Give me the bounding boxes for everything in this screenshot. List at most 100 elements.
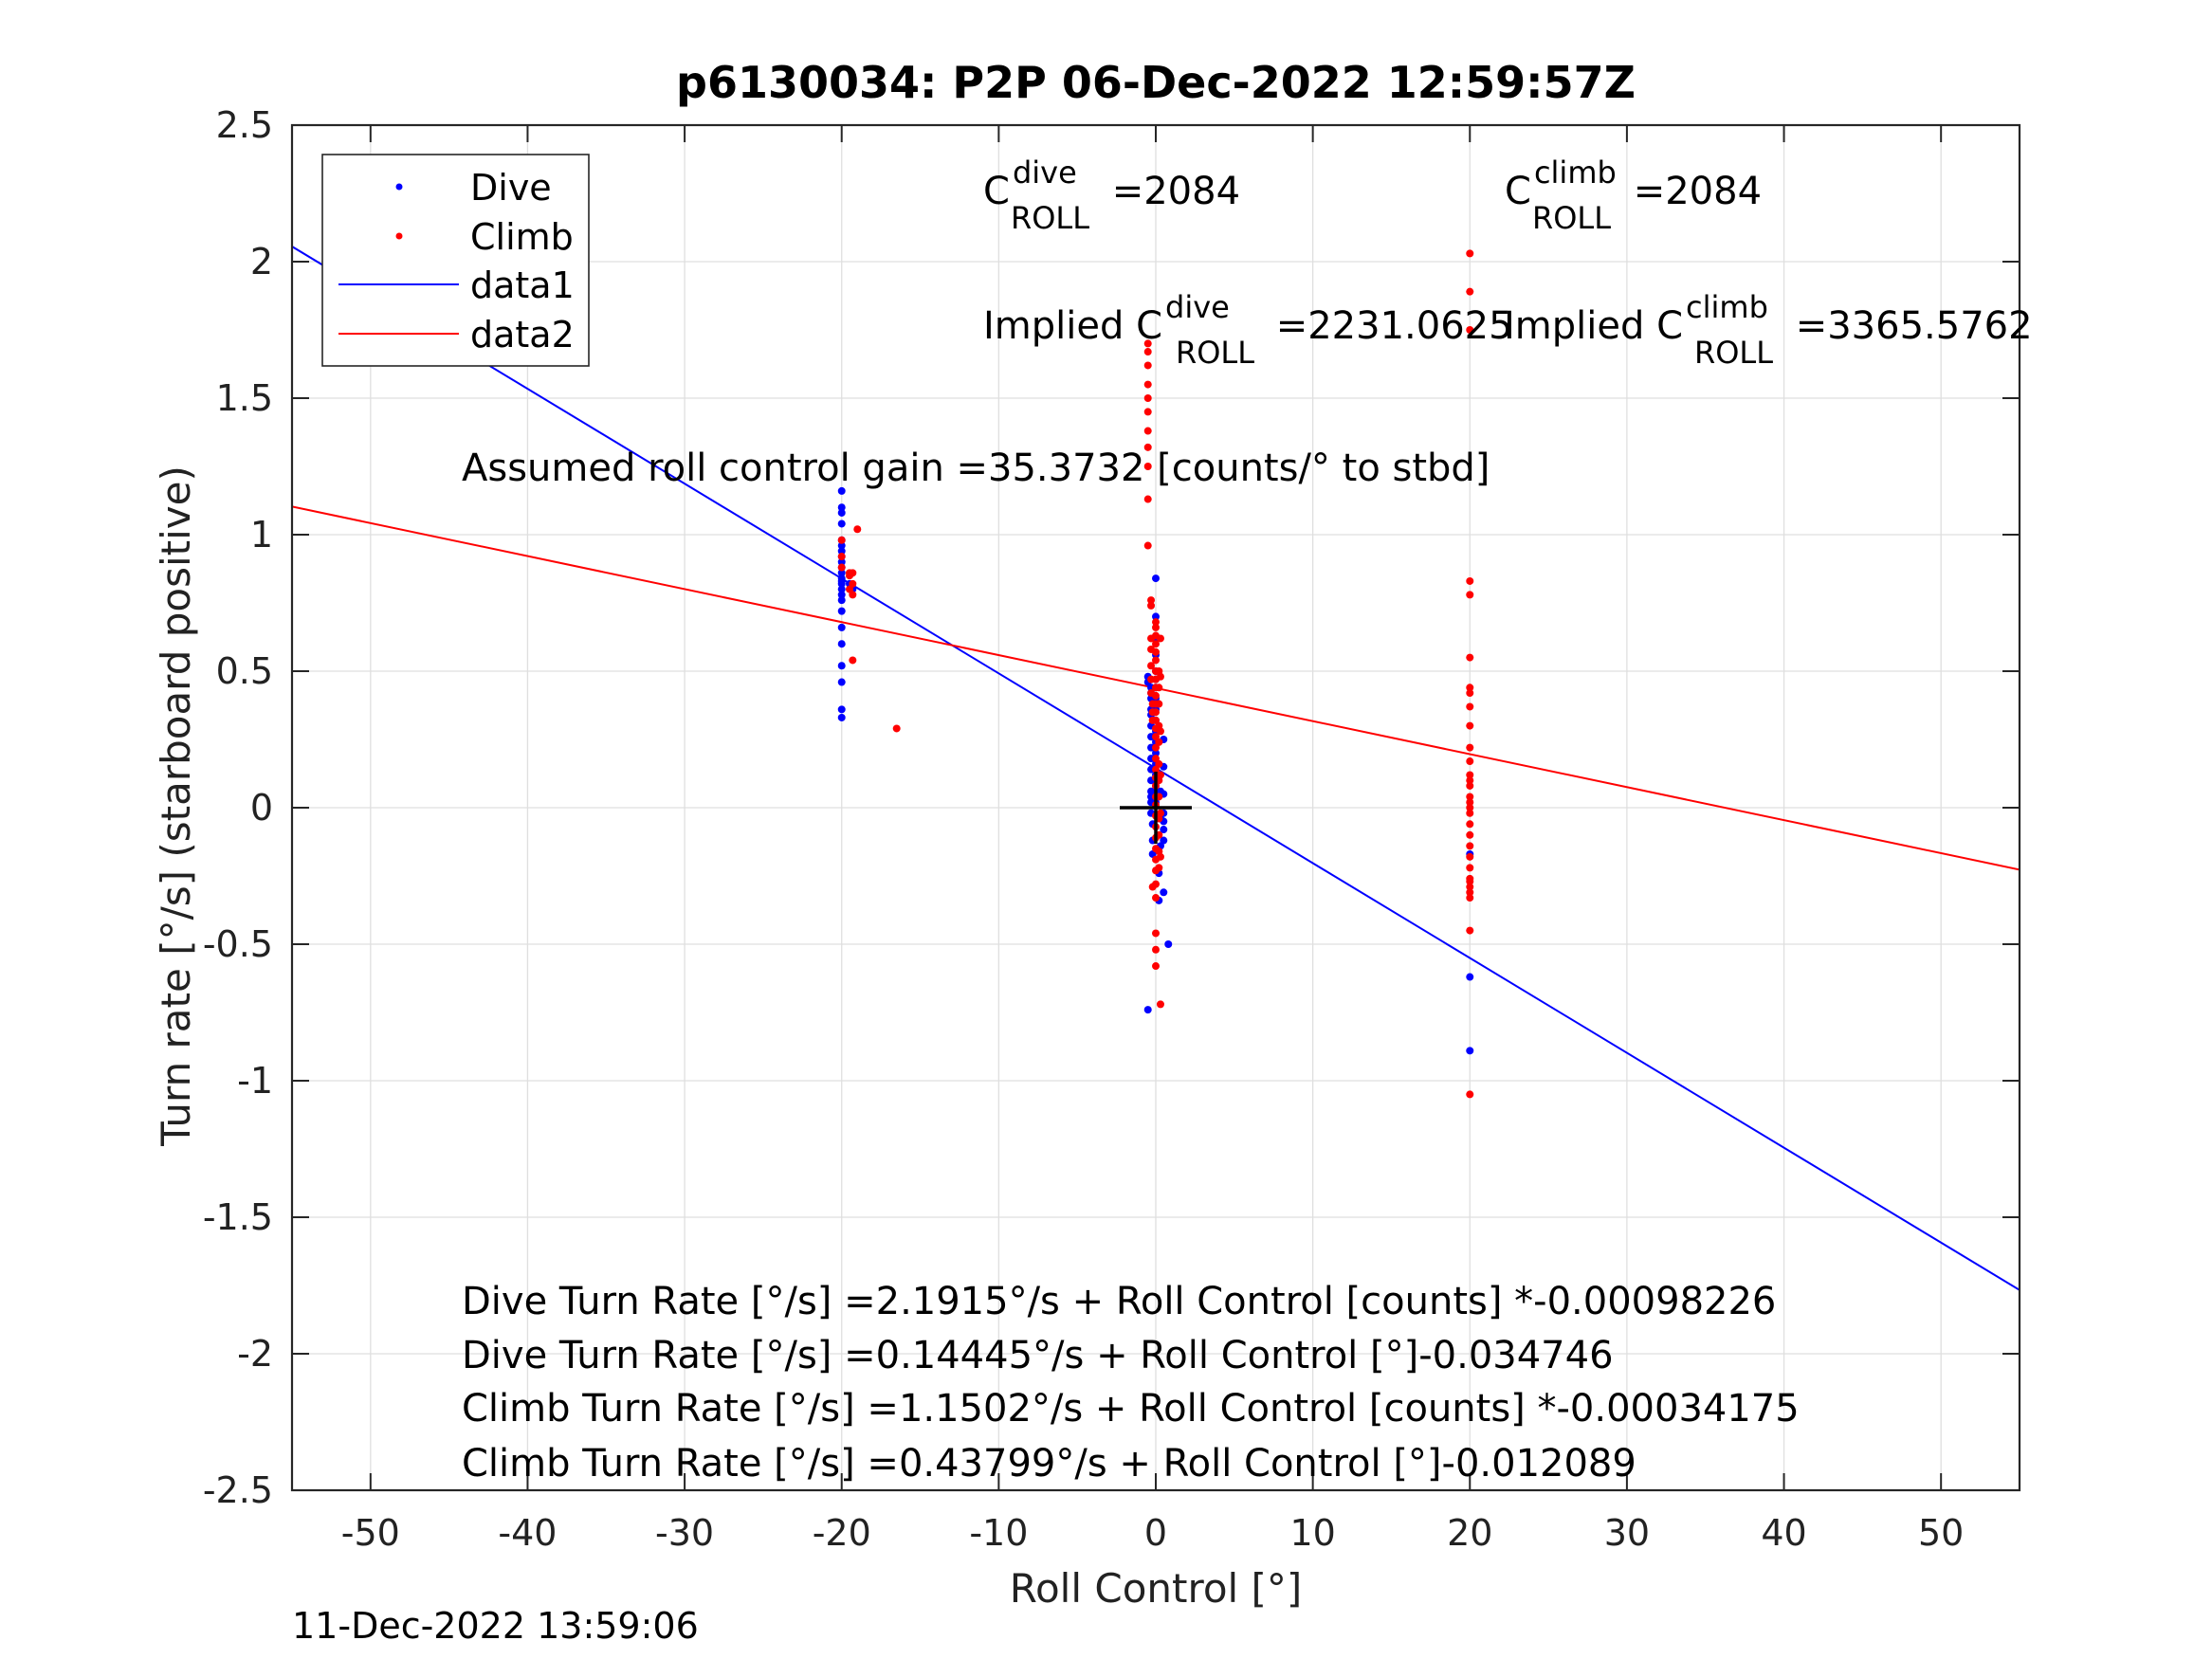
x-tick-label: -50 xyxy=(341,1512,400,1554)
point-climb xyxy=(1466,757,1474,766)
x-tick-label: 50 xyxy=(1918,1512,1964,1554)
point-climb xyxy=(1152,708,1160,717)
legend-item-data1: data1 xyxy=(470,264,575,306)
point-climb xyxy=(1143,541,1152,550)
point-climb xyxy=(1466,926,1474,935)
x-tick-label: -20 xyxy=(813,1512,871,1554)
point-dive xyxy=(837,585,846,593)
point-dive xyxy=(837,508,846,517)
timestamp: 11-Dec-2022 13:59:06 xyxy=(292,1605,699,1647)
x-tick-labels: -50 -40 -30 -20 -10 0 10 20 30 40 50 xyxy=(341,1512,1965,1554)
point-dive xyxy=(1152,612,1160,621)
legend-marker-dive xyxy=(395,183,403,191)
point-climb xyxy=(1466,809,1474,817)
point-climb xyxy=(1156,672,1164,681)
point-climb xyxy=(1152,962,1160,971)
point-dive xyxy=(837,486,846,495)
point-climb xyxy=(837,563,846,572)
point-climb xyxy=(1143,495,1152,503)
point-climb xyxy=(849,569,857,577)
point-climb xyxy=(1156,852,1164,861)
point-dive xyxy=(837,607,846,615)
point-dive xyxy=(1466,1047,1474,1055)
point-climb xyxy=(1143,463,1152,470)
y-tick-label: 0.5 xyxy=(216,650,273,692)
point-climb xyxy=(1466,249,1474,258)
point-dive xyxy=(837,557,846,566)
point-climb xyxy=(849,656,857,665)
x-tick-label: 10 xyxy=(1289,1512,1335,1554)
point-climb xyxy=(1156,771,1164,779)
point-dive xyxy=(1160,826,1168,834)
point-climb xyxy=(1155,700,1163,708)
point-climb xyxy=(1466,798,1474,807)
point-climb xyxy=(1155,684,1163,692)
point-climb xyxy=(892,724,901,733)
x-tick-label: 30 xyxy=(1604,1512,1650,1554)
x-tick-label: -40 xyxy=(498,1512,557,1554)
point-dive xyxy=(837,569,846,577)
y-tick-label: -2 xyxy=(237,1333,273,1375)
y-tick-label: -1.5 xyxy=(203,1196,273,1238)
point-climb xyxy=(1152,656,1160,665)
origin-crosshair xyxy=(1120,772,1192,844)
point-dive xyxy=(1164,940,1173,948)
point-climb xyxy=(837,553,846,561)
y-tick-label: 1 xyxy=(250,514,273,556)
fit-equation-dive-counts: Dive Turn Rate [°/s] =2.1915°/s + Roll C… xyxy=(462,1280,1776,1323)
axis-ticks xyxy=(292,124,2020,1491)
point-climb xyxy=(1143,408,1152,416)
point-climb xyxy=(1466,653,1474,662)
point-climb xyxy=(1466,326,1474,334)
point-climb xyxy=(1147,662,1156,670)
point-climb xyxy=(1466,576,1474,585)
point-climb xyxy=(1156,634,1164,643)
y-tick-label: 1.5 xyxy=(216,377,273,419)
point-dive xyxy=(1152,574,1160,583)
point-climb xyxy=(1466,864,1474,872)
point-climb xyxy=(1466,894,1474,902)
point-climb xyxy=(1152,945,1160,954)
point-climb xyxy=(837,536,846,544)
point-dive xyxy=(837,596,846,605)
point-climb xyxy=(1466,689,1474,698)
point-climb xyxy=(1156,809,1164,817)
x-tick-label: 20 xyxy=(1447,1512,1492,1554)
point-climb xyxy=(1147,601,1156,610)
point-climb xyxy=(1466,888,1474,897)
point-climb xyxy=(853,525,862,534)
roll-gain-annotation: Assumed roll control gain =35.3732 [coun… xyxy=(462,447,1490,490)
point-climb xyxy=(1466,852,1474,861)
fit-equation-dive-degrees: Dive Turn Rate [°/s] =0.14445°/s + Roll … xyxy=(462,1334,1614,1377)
point-dive xyxy=(837,591,846,599)
x-tick-label: -10 xyxy=(969,1512,1028,1554)
point-dive xyxy=(837,547,846,556)
point-climb xyxy=(1466,883,1474,891)
point-dive xyxy=(837,576,846,585)
point-climb xyxy=(1466,287,1474,296)
legend-box xyxy=(321,154,590,367)
point-climb xyxy=(1143,394,1152,402)
point-dive xyxy=(837,678,846,686)
point-climb xyxy=(1152,623,1160,631)
point-climb xyxy=(1156,1000,1164,1009)
point-climb xyxy=(1148,883,1157,891)
point-dive xyxy=(837,640,846,648)
point-climb xyxy=(1143,427,1152,435)
point-climb xyxy=(1143,348,1152,356)
point-climb xyxy=(1155,738,1163,746)
point-climb xyxy=(1143,361,1152,370)
point-climb xyxy=(1466,820,1474,829)
point-climb xyxy=(1155,864,1163,872)
point-climb xyxy=(1152,691,1160,700)
point-climb xyxy=(1466,721,1474,730)
point-climb xyxy=(1466,771,1474,779)
y-tick-label: 2.5 xyxy=(216,104,273,146)
x-axis-label: Roll Control [°] xyxy=(1010,1565,1303,1612)
implied-c-roll-climb-annotation: Implied Cclimb ROLL =3365.5762 xyxy=(1504,289,2033,371)
legend-item-data2: data2 xyxy=(470,314,575,356)
point-climb xyxy=(1466,781,1474,790)
scatter-points xyxy=(837,249,1474,1099)
point-climb xyxy=(1466,1090,1474,1099)
